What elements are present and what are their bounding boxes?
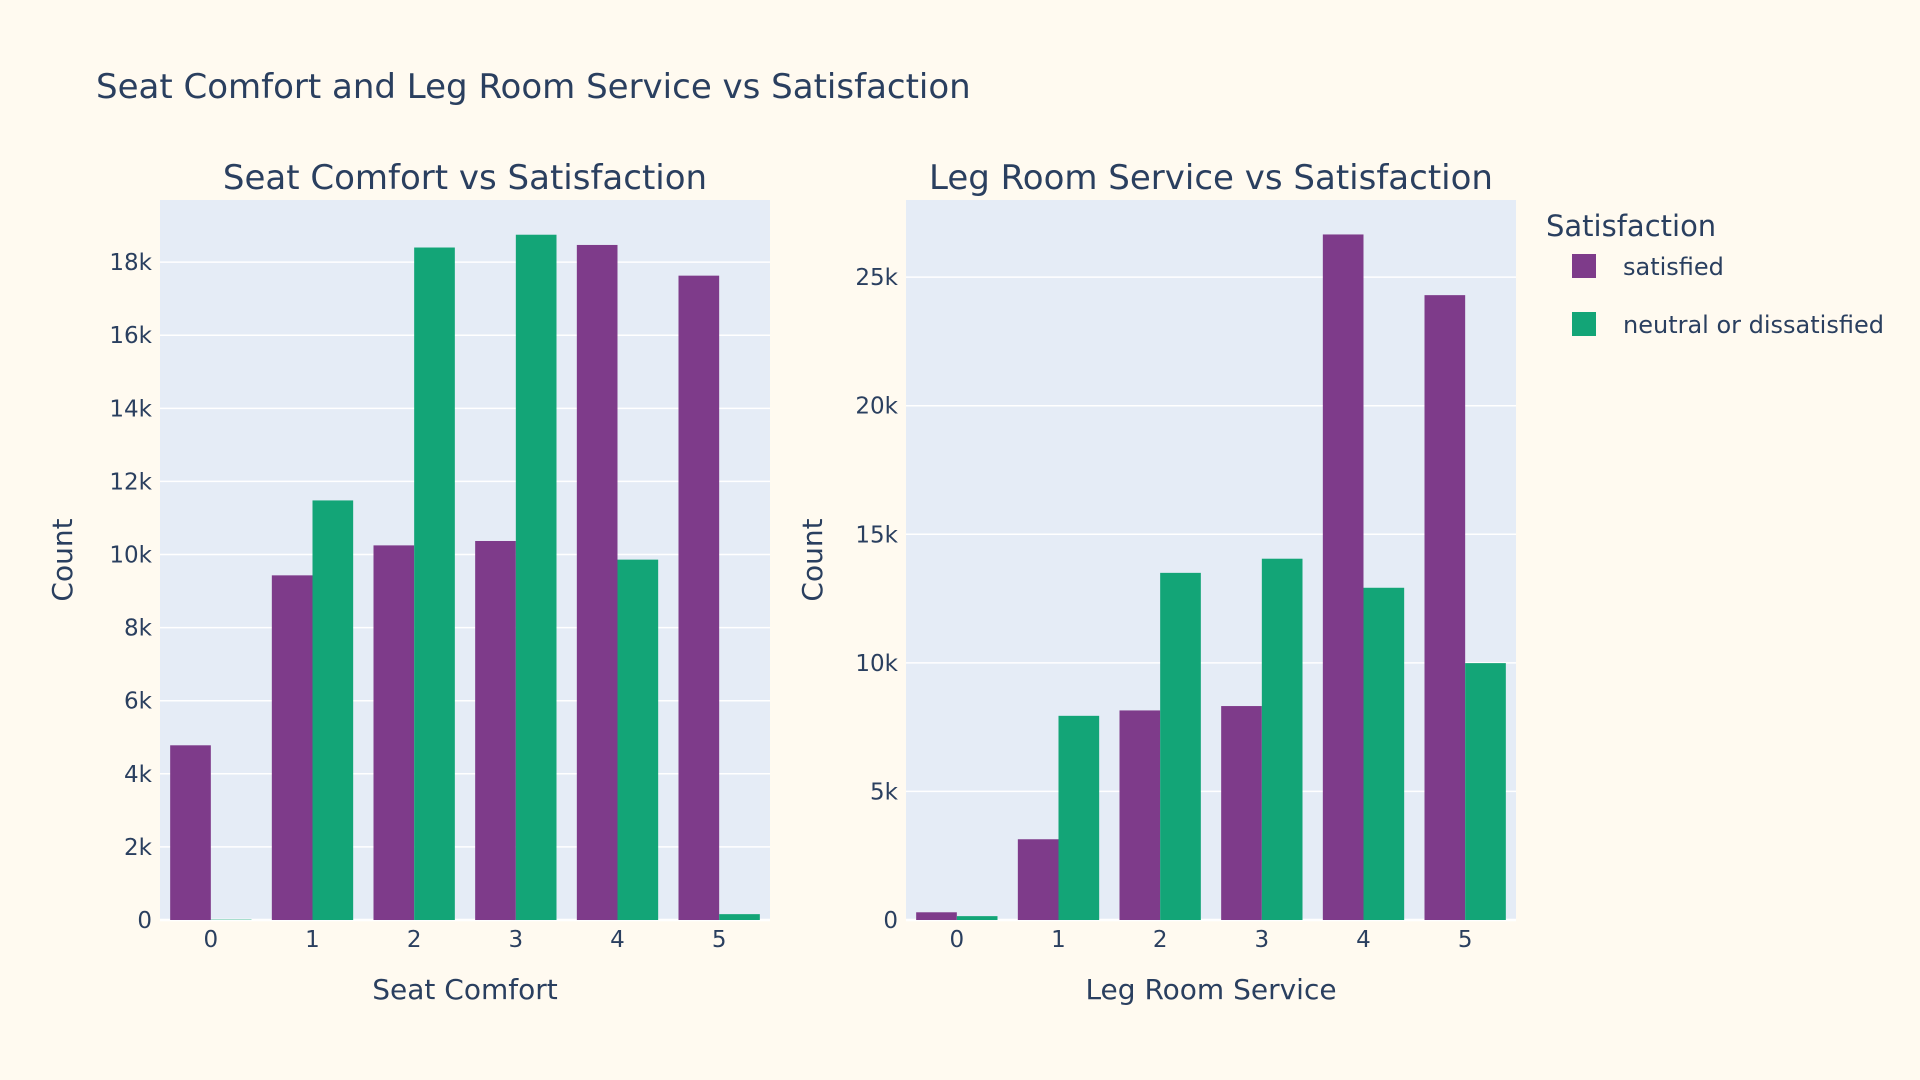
subplot-title: Seat Comfort vs Satisfaction xyxy=(223,158,707,198)
legend: Satisfaction satisfied neutral or dissat… xyxy=(1546,209,1884,339)
y-axis-title: Count xyxy=(796,518,829,601)
y-tick-label: 6k xyxy=(124,689,153,715)
bar-neutral-or-dissatisfied-3[interactable] xyxy=(515,234,557,920)
bar-satisfied-1[interactable] xyxy=(1017,839,1059,920)
bar-neutral-or-dissatisfied-0[interactable] xyxy=(956,916,998,920)
y-tick-label: 4k xyxy=(124,762,153,788)
bar-neutral-or-dissatisfied-2[interactable] xyxy=(414,247,455,920)
x-tick-label: 3 xyxy=(1255,927,1270,953)
y-tick-label: 5k xyxy=(870,779,899,805)
subplot-title: Leg Room Service vs Satisfaction xyxy=(929,158,1493,198)
legend-swatch-neutral-or-dissatisfied xyxy=(1572,312,1596,336)
bar-satisfied-4[interactable] xyxy=(576,244,618,920)
main-title: Seat Comfort and Leg Room Service vs Sat… xyxy=(96,67,971,107)
y-tick-label: 15k xyxy=(855,522,898,548)
bar-satisfied-4[interactable] xyxy=(1322,234,1364,920)
bar-neutral-or-dissatisfied-1[interactable] xyxy=(312,500,354,920)
y-tick-label: 20k xyxy=(855,394,898,420)
bar-satisfied-3[interactable] xyxy=(1221,706,1262,920)
subplot-seat-comfort: 0 2k 4k 6k 8k 10k 12k 14k 16k 18k 0 1 2 3 4 5 Seat Comfo… xyxy=(46,158,770,1006)
bar-satisfied-0[interactable] xyxy=(916,912,957,920)
bar-neutral-or-dissatisfied-2[interactable] xyxy=(1160,572,1201,920)
bar-neutral-or-dissatisfied-1[interactable] xyxy=(1058,715,1100,920)
bar-neutral-or-dissatisfied-4[interactable] xyxy=(1363,587,1405,920)
x-tick-label: 1 xyxy=(1051,927,1066,953)
y-tick-label: 18k xyxy=(109,250,152,276)
y-tick-label: 16k xyxy=(109,323,152,349)
bar-satisfied-5[interactable] xyxy=(678,275,720,921)
x-tick-label: 5 xyxy=(712,927,727,953)
bar-neutral-or-dissatisfied-4[interactable] xyxy=(617,559,659,920)
legend-item-satisfied[interactable]: satisfied xyxy=(1572,253,1724,281)
subplot-leg-room-service: 0 5k 10k 15k 20k 25k 0 1 2 3 4 5 Leg Room Service vs… xyxy=(796,158,1516,1006)
x-tick-label: 4 xyxy=(610,927,625,953)
x-axis-title: Seat Comfort xyxy=(372,973,557,1006)
legend-swatch-satisfied xyxy=(1572,254,1596,278)
x-tick-label: 2 xyxy=(1153,927,1168,953)
bar-neutral-or-dissatisfied-5[interactable] xyxy=(1465,663,1506,920)
plot-area xyxy=(906,200,1516,920)
y-axis-title: Count xyxy=(46,518,79,601)
x-tick-label: 2 xyxy=(407,927,422,953)
legend-title: Satisfaction xyxy=(1546,209,1716,243)
x-tick-label: 4 xyxy=(1356,927,1371,953)
y-tick-label: 8k xyxy=(124,616,153,642)
bar-neutral-or-dissatisfied-3[interactable] xyxy=(1261,558,1303,920)
x-tick-label: 3 xyxy=(509,927,524,953)
legend-item-neutral-or-dissatisfied[interactable]: neutral or dissatisfied xyxy=(1572,311,1884,339)
x-tick-label: 1 xyxy=(305,927,320,953)
y-tick-label: 0 xyxy=(883,908,898,934)
bar-satisfied-0[interactable] xyxy=(170,745,211,920)
bar-satisfied-1[interactable] xyxy=(271,575,313,920)
legend-label-neutral-or-dissatisfied: neutral or dissatisfied xyxy=(1623,311,1884,339)
bar-satisfied-2[interactable] xyxy=(1119,710,1161,920)
x-tick-label: 0 xyxy=(204,927,219,953)
x-tick-label: 5 xyxy=(1458,927,1473,953)
y-tick-label: 12k xyxy=(109,469,152,495)
legend-label-satisfied: satisfied xyxy=(1623,253,1724,281)
y-tick-label: 14k xyxy=(109,396,152,422)
plot-area xyxy=(160,200,770,920)
subplots: 0 2k 4k 6k 8k 10k 12k 14k 16k 18k 0 1 2 3 4 5 Seat Comfo… xyxy=(46,158,1516,1006)
bar-satisfied-3[interactable] xyxy=(475,540,516,920)
x-tick-label: 0 xyxy=(950,927,965,953)
y-tick-label: 25k xyxy=(855,265,898,291)
bar-satisfied-2[interactable] xyxy=(373,545,415,920)
y-tick-label: 0 xyxy=(137,908,152,934)
x-axis-title: Leg Room Service xyxy=(1085,973,1336,1006)
y-tick-label: 2k xyxy=(124,835,153,861)
bar-neutral-or-dissatisfied-5[interactable] xyxy=(719,914,760,920)
y-tick-label: 10k xyxy=(109,543,152,569)
bar-satisfied-5[interactable] xyxy=(1424,295,1466,921)
y-tick-label: 10k xyxy=(855,651,898,677)
